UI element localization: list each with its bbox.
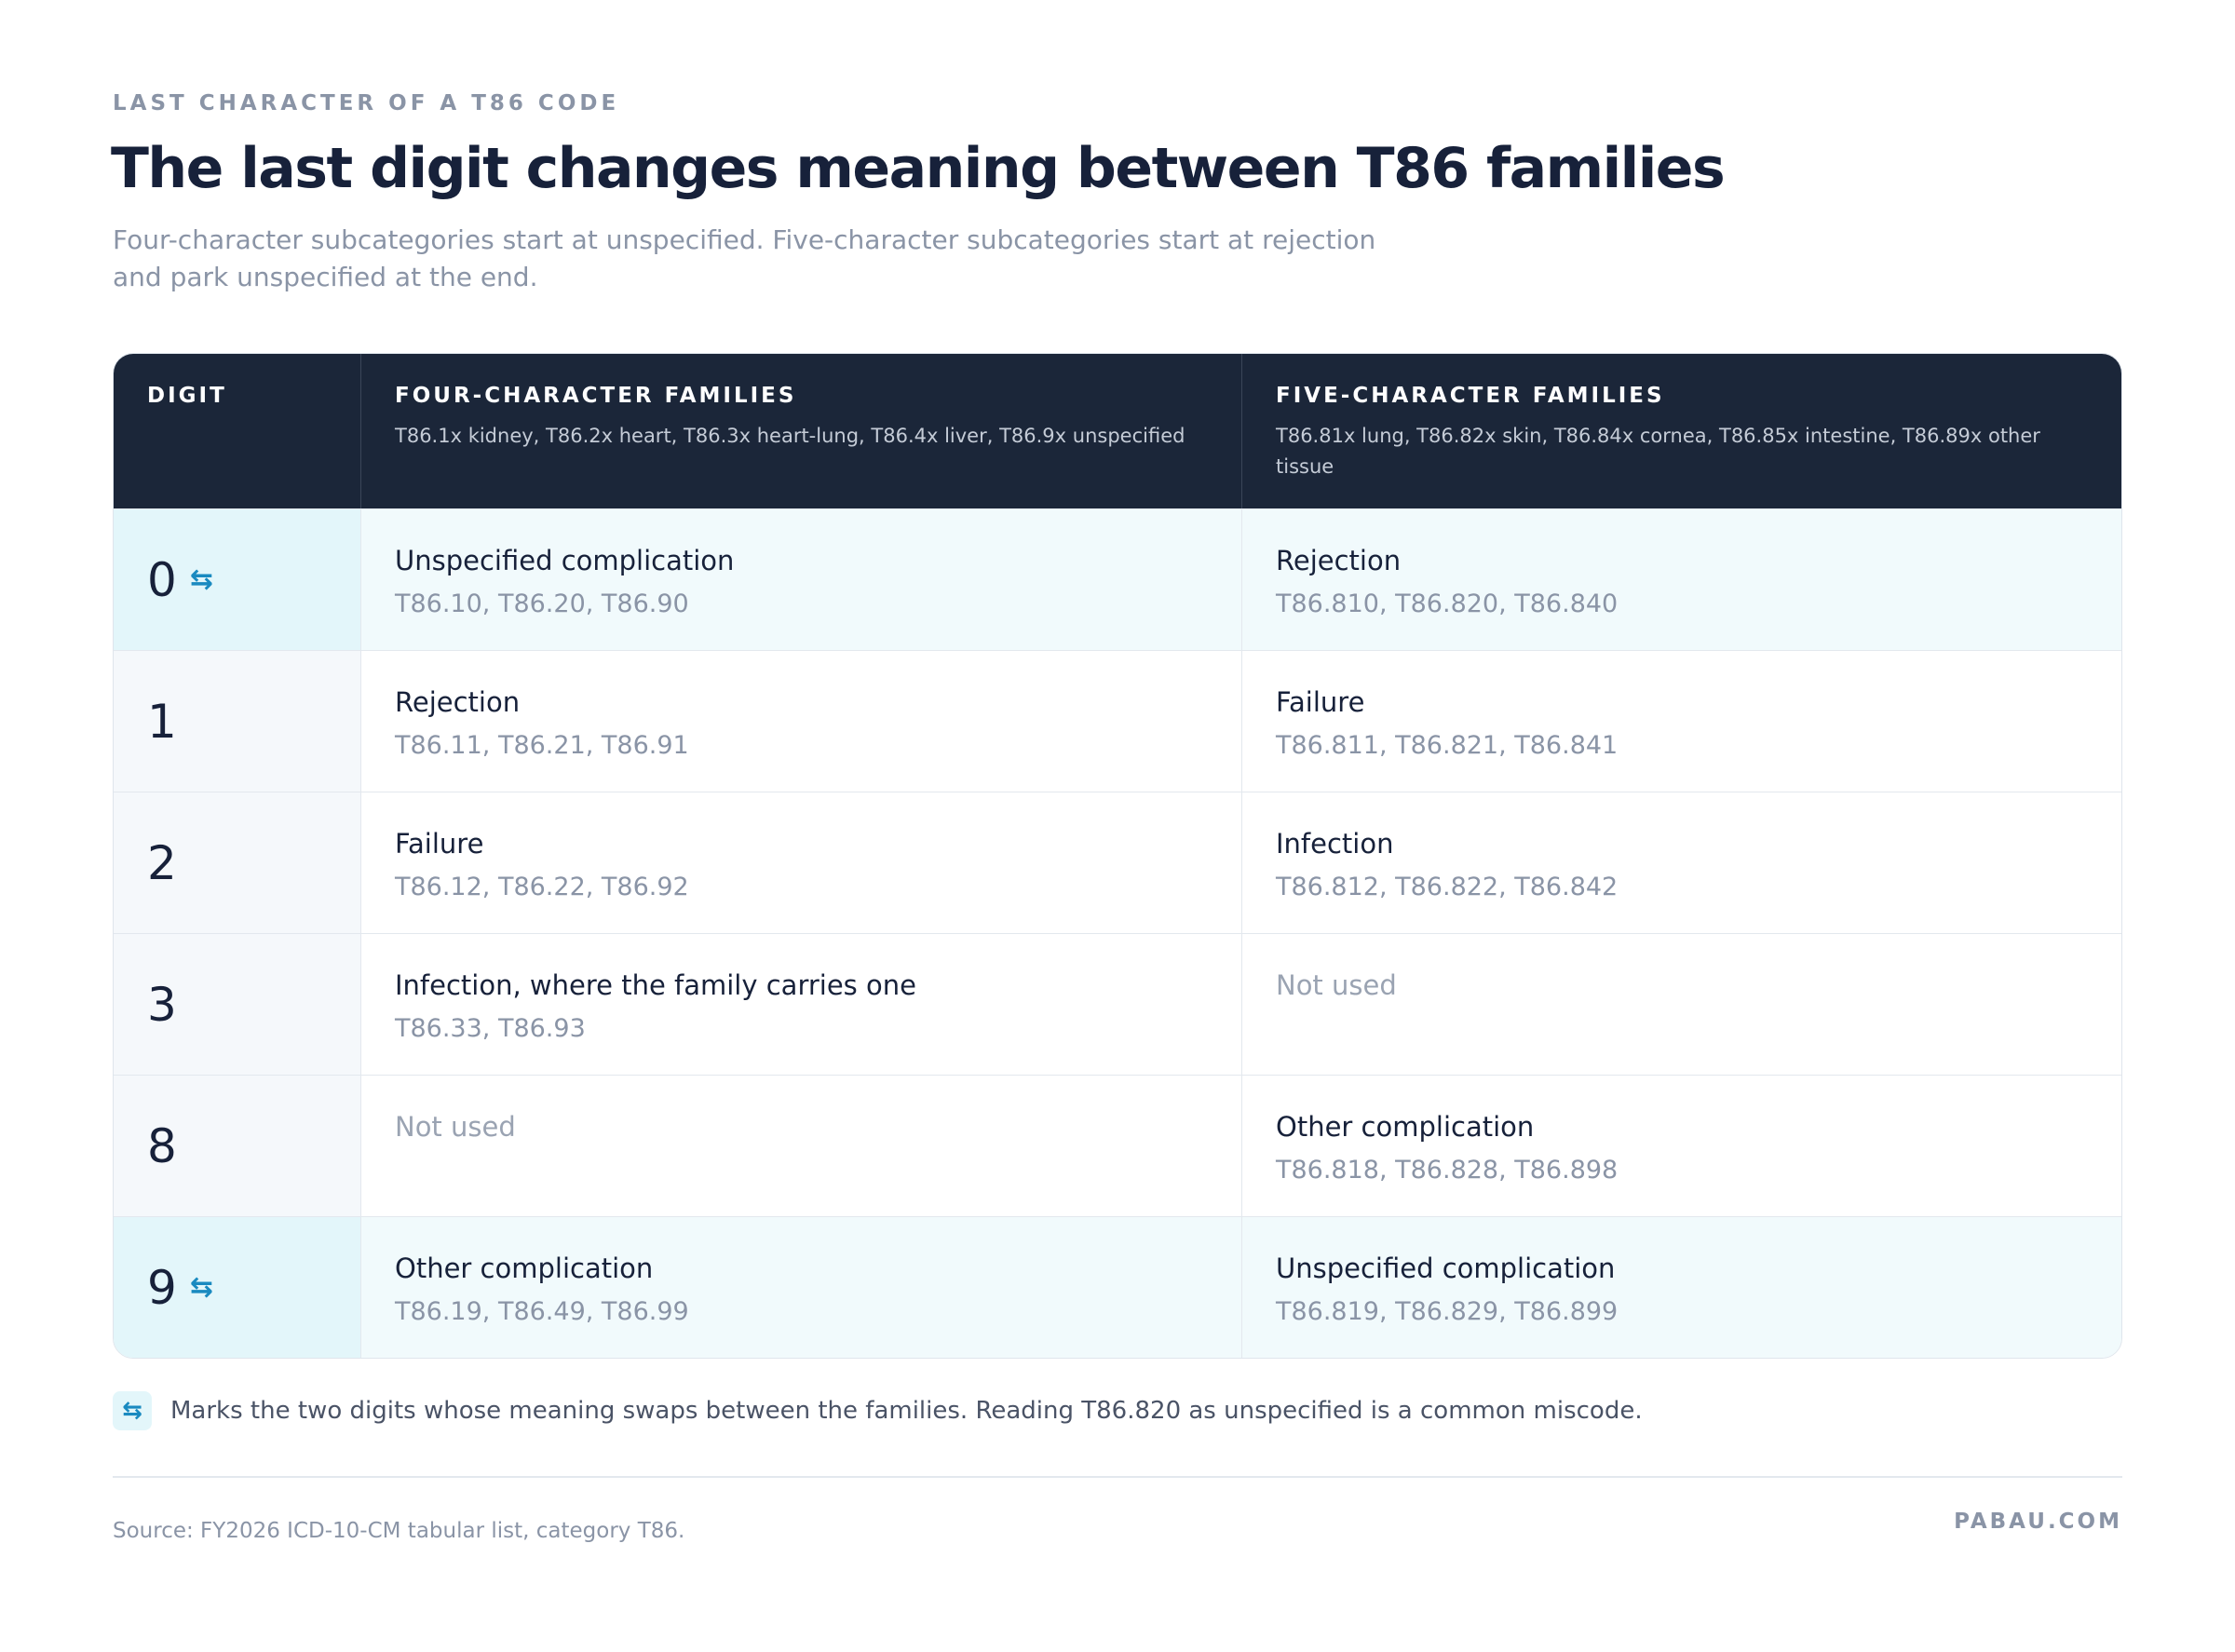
meaning: Failure [1276, 686, 1365, 718]
meaning: Rejection [395, 686, 521, 718]
brand: PABAU.COM [1954, 1510, 2122, 1534]
meaning: Infection, where the family carries one [395, 969, 916, 1001]
table-row: 9 ⇆ Other complication T86.19, T86.49, T86.… [114, 1216, 2121, 1358]
meaning: Not used [1276, 969, 1397, 1001]
meaning-cell: Rejection T86.810, T86.820, T86.840 [1242, 509, 2121, 650]
meaning-cell: Infection T86.812, T86.822, T86.842 [1242, 792, 2121, 933]
meaning-cell: Unspecified complication T86.819, T86.829… [1242, 1217, 2121, 1358]
table-row: 1 Rejection T86.11, T86.21, T86.91 Failure T… [114, 650, 2121, 792]
swap-icon: ⇆ [189, 563, 213, 596]
meaning: Infection [1276, 828, 1394, 860]
digit-cell: 9 ⇆ [114, 1217, 361, 1358]
meaning: Other complication [395, 1253, 654, 1284]
column-detail: T86.1x kidney, T86.2x heart, T86.3x hear… [395, 425, 1185, 447]
meaning-cell: Failure T86.811, T86.821, T86.841 [1242, 651, 2121, 792]
digit: 1 [147, 694, 177, 749]
digit-cell: 8 [114, 1076, 361, 1216]
digit-cell: 1 [114, 651, 361, 792]
codes: T86.819, T86.829, T86.899 [1276, 1297, 1619, 1326]
codes: T86.11, T86.21, T86.91 [395, 731, 689, 760]
meaning-cell: Infection, where the family carries one T… [361, 934, 1242, 1075]
meaning-cell: Rejection T86.11, T86.21, T86.91 [361, 651, 1242, 792]
meaning: Other complication [1276, 1111, 1535, 1143]
header-row: DIGIT FOUR-CHARACTER FAMILIES T86.1x kidne… [114, 354, 2121, 508]
table-row: 2 Failure T86.12, T86.22, T86.92 Infection T… [114, 792, 2121, 933]
source: Source: FY2026 ICD-10-CM tabular list, c… [113, 1519, 685, 1543]
meaning: Unspecified complication [395, 545, 735, 576]
column-label: FOUR-CHARACTER FAMILIES [395, 384, 797, 408]
digit: 2 [147, 835, 177, 890]
codes: T86.33, T86.93 [395, 1014, 586, 1043]
column-label: FIVE-CHARACTER FAMILIES [1276, 384, 1665, 408]
digit-cell: 3 [114, 934, 361, 1075]
column-detail: T86.81x lung, T86.82x skin, T86.84x corn… [1276, 425, 2040, 478]
digit: 8 [147, 1118, 177, 1173]
table: DIGIT FOUR-CHARACTER FAMILIES T86.1x kidne… [113, 353, 2122, 1359]
codes: T86.10, T86.20, T86.90 [395, 589, 689, 618]
digit-cell: 2 [114, 792, 361, 933]
meaning: Failure [395, 828, 484, 860]
column-label: DIGIT [147, 384, 227, 408]
digit: 9 [147, 1260, 177, 1315]
meaning: Rejection [1276, 545, 1402, 576]
table-row: 8 Not used Other complication T86.818, T86.… [114, 1075, 2121, 1216]
codes: T86.818, T86.828, T86.898 [1276, 1156, 1619, 1185]
subtitle: Four-character subcategories start at un… [113, 224, 1376, 292]
meaning-cell: Unspecified complication T86.10, T86.20, … [361, 509, 1242, 650]
codes: T86.12, T86.22, T86.92 [395, 873, 689, 901]
swap-icon: ⇆ [189, 1271, 213, 1304]
meaning-cell: Not used [1242, 934, 2121, 1075]
codes: T86.811, T86.821, T86.841 [1276, 731, 1619, 760]
divider [113, 1476, 2122, 1478]
title: The last digit changes meaning between T… [111, 136, 1726, 201]
eyebrow: LAST CHARACTER OF A T86 CODE [113, 91, 620, 115]
codes: T86.810, T86.820, T86.840 [1276, 589, 1619, 618]
meaning: Unspecified complication [1276, 1253, 1616, 1284]
meaning-cell: Other complication T86.19, T86.49, T86.99 [361, 1217, 1242, 1358]
table-row: 3 Infection, where the family carries one… [114, 933, 2121, 1075]
meaning-cell: Not used [361, 1076, 1242, 1216]
digit: 0 [147, 552, 177, 607]
header-cell: FIVE-CHARACTER FAMILIES T86.81x lung, T86… [1242, 354, 2121, 508]
header-cell: DIGIT [114, 354, 361, 508]
note-text: Marks the two digits whose meaning swaps… [170, 1397, 1643, 1425]
digit: 3 [147, 977, 177, 1032]
note: ⇆ Marks the two digits whose meaning swap… [113, 1391, 1643, 1430]
swap-icon: ⇆ [113, 1391, 152, 1430]
meaning-cell: Failure T86.12, T86.22, T86.92 [361, 792, 1242, 933]
header-cell: FOUR-CHARACTER FAMILIES T86.1x kidney, T8… [361, 354, 1242, 508]
table-row: 0 ⇆ Unspecified complication T86.10, T86.20… [114, 508, 2121, 650]
meaning-cell: Other complication T86.818, T86.828, T86.… [1242, 1076, 2121, 1216]
codes: T86.19, T86.49, T86.99 [395, 1297, 689, 1326]
meaning: Not used [395, 1111, 516, 1143]
digit-cell: 0 ⇆ [114, 509, 361, 650]
codes: T86.812, T86.822, T86.842 [1276, 873, 1619, 901]
